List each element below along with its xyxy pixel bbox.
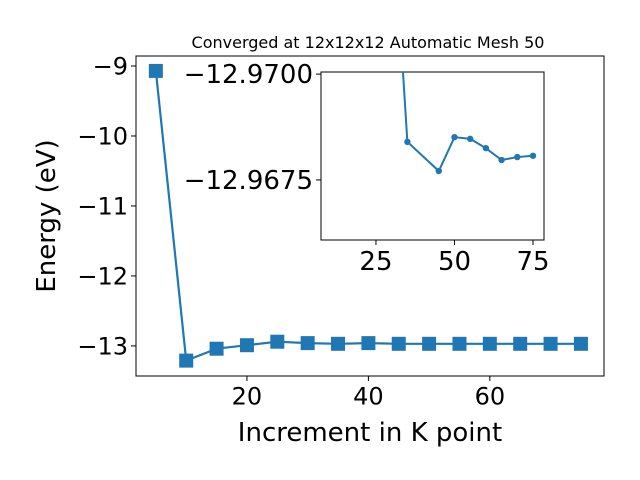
y-tick-label: −10 <box>77 122 128 150</box>
y-tick-label: −12.9675 <box>184 166 313 196</box>
marker <box>451 133 458 141</box>
chart-title: Converged at 12x12x12 Automatic Mesh 50 <box>192 33 545 52</box>
marker <box>435 167 442 175</box>
marker <box>422 336 437 351</box>
marker <box>239 338 254 353</box>
x-tick-label: 25 <box>359 247 392 277</box>
marker <box>543 336 558 351</box>
marker <box>498 156 505 164</box>
y-tick-label: −11 <box>77 192 128 220</box>
x-axis-label: Increment in K point <box>238 418 502 448</box>
plot-area <box>401 72 537 175</box>
marker <box>452 336 467 351</box>
x-tick-label: 75 <box>516 247 549 277</box>
marker <box>209 341 224 356</box>
marker <box>529 152 537 159</box>
x-tick-label: 50 <box>438 247 471 277</box>
marker <box>466 135 474 143</box>
marker <box>179 353 194 368</box>
y-tick-label: −13 <box>77 332 128 360</box>
y-axis-label: Energy (eV) <box>32 139 62 292</box>
marker <box>513 336 528 351</box>
marker <box>300 336 315 351</box>
marker <box>270 334 285 349</box>
y-tick-label: −9 <box>93 52 128 80</box>
axes-frame <box>320 71 545 241</box>
marker <box>148 63 163 78</box>
marker <box>573 336 588 351</box>
marker <box>482 336 497 351</box>
x-tick-label: 60 <box>475 382 506 410</box>
plot-area <box>148 63 588 368</box>
marker <box>391 336 406 351</box>
marker <box>331 336 346 351</box>
y-tick-label: −12 <box>77 262 128 290</box>
x-tick-label: 40 <box>353 382 384 410</box>
y-tick-label: −12.9700 <box>184 60 313 90</box>
x-tick-label: 20 <box>232 382 263 410</box>
marker <box>404 138 411 146</box>
marker <box>361 336 376 351</box>
marker <box>482 144 490 152</box>
marker <box>514 153 521 161</box>
